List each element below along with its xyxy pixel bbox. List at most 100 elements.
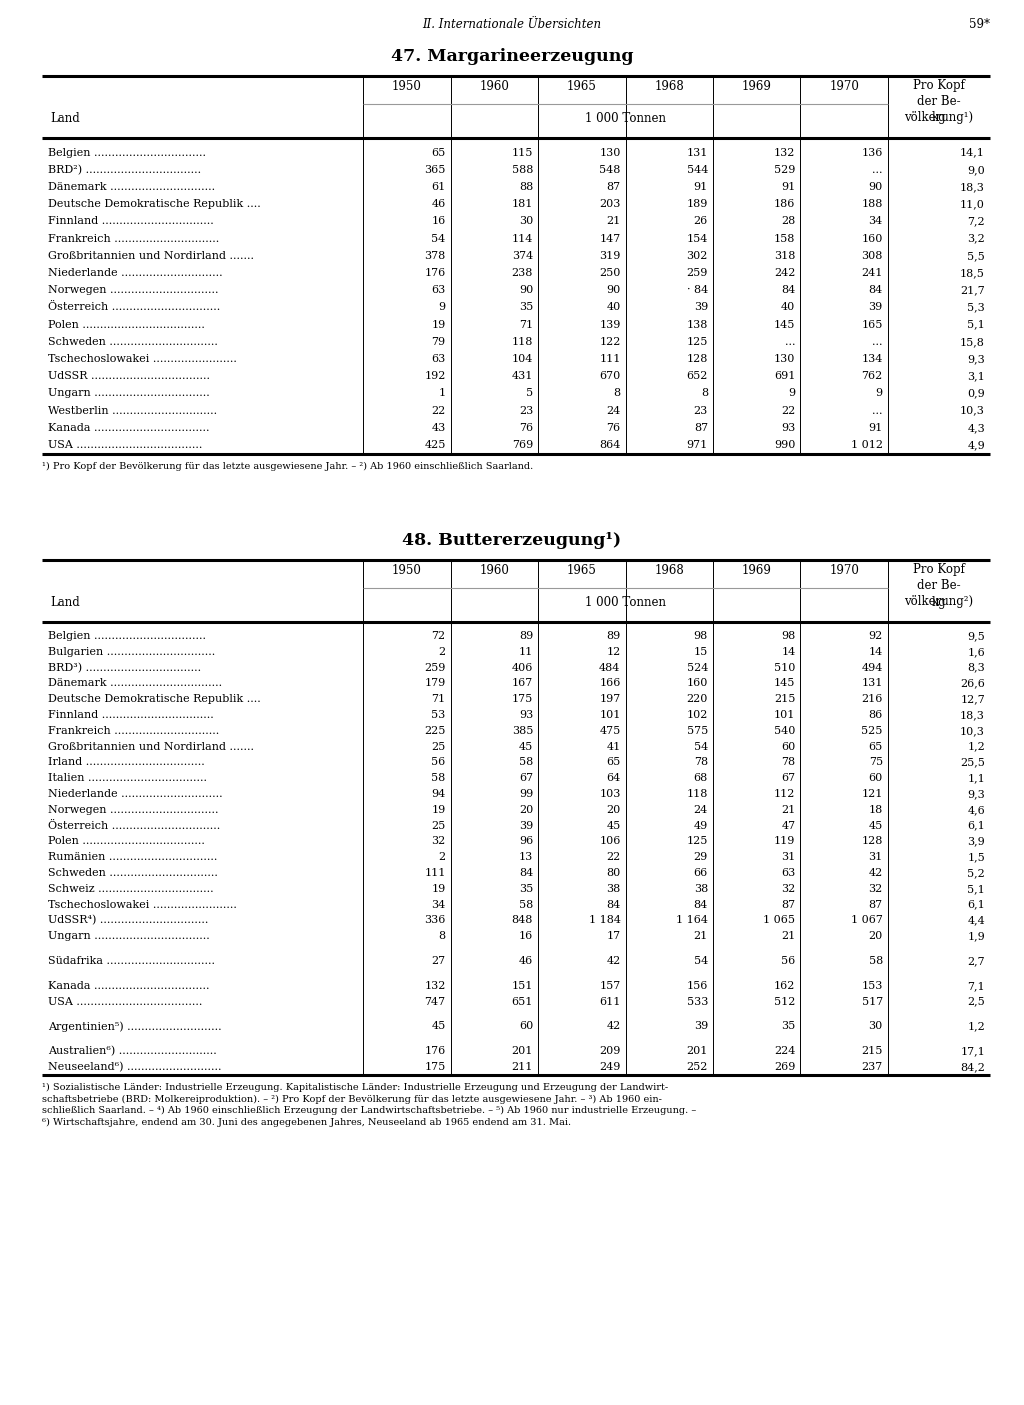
Text: kg: kg bbox=[932, 596, 946, 608]
Text: 42: 42 bbox=[868, 868, 883, 878]
Text: 517: 517 bbox=[861, 996, 883, 1006]
Text: 651: 651 bbox=[512, 996, 534, 1006]
Text: · 84: · 84 bbox=[687, 285, 708, 295]
Text: 19: 19 bbox=[431, 884, 445, 894]
Text: 23: 23 bbox=[519, 406, 534, 416]
Text: 39: 39 bbox=[868, 302, 883, 312]
Text: 130: 130 bbox=[774, 354, 796, 364]
Text: 475: 475 bbox=[599, 726, 621, 736]
Text: 76: 76 bbox=[519, 423, 534, 433]
Text: 4,4: 4,4 bbox=[968, 916, 985, 926]
Text: 167: 167 bbox=[512, 679, 534, 688]
Text: 91: 91 bbox=[781, 183, 796, 192]
Text: 30: 30 bbox=[519, 216, 534, 226]
Text: 10,3: 10,3 bbox=[961, 406, 985, 416]
Text: Ungarn .................................: Ungarn ................................. bbox=[48, 388, 210, 399]
Text: 8: 8 bbox=[613, 388, 621, 399]
Text: 145: 145 bbox=[774, 319, 796, 330]
Text: ...: ... bbox=[872, 406, 883, 416]
Text: 91: 91 bbox=[868, 423, 883, 433]
Text: Argentinien⁵) ...........................: Argentinien⁵) ..........................… bbox=[48, 1021, 221, 1031]
Text: 84: 84 bbox=[606, 899, 621, 909]
Text: 63: 63 bbox=[431, 285, 445, 295]
Text: 1,2: 1,2 bbox=[968, 742, 985, 752]
Text: 32: 32 bbox=[431, 836, 445, 846]
Text: 46: 46 bbox=[431, 200, 445, 209]
Text: 189: 189 bbox=[687, 200, 708, 209]
Text: 39: 39 bbox=[519, 821, 534, 830]
Text: 19: 19 bbox=[431, 319, 445, 330]
Text: 131: 131 bbox=[861, 679, 883, 688]
Text: 484: 484 bbox=[599, 663, 621, 673]
Text: Norwegen ...............................: Norwegen ............................... bbox=[48, 285, 218, 295]
Text: Pro Kopf
der Be-
völkerung²): Pro Kopf der Be- völkerung²) bbox=[904, 563, 974, 608]
Text: 10,3: 10,3 bbox=[961, 726, 985, 736]
Text: 15: 15 bbox=[693, 646, 708, 656]
Text: 11,0: 11,0 bbox=[961, 200, 985, 209]
Text: 5,3: 5,3 bbox=[968, 302, 985, 312]
Text: ...: ... bbox=[872, 337, 883, 347]
Text: 1960: 1960 bbox=[479, 80, 509, 93]
Text: 6,1: 6,1 bbox=[968, 899, 985, 909]
Text: 425: 425 bbox=[424, 440, 445, 450]
Text: 160: 160 bbox=[861, 233, 883, 243]
Text: 40: 40 bbox=[781, 302, 796, 312]
Text: 84: 84 bbox=[519, 868, 534, 878]
Text: Südafrika ...............................: Südafrika ..............................… bbox=[48, 955, 215, 967]
Text: 121: 121 bbox=[861, 790, 883, 799]
Text: 9: 9 bbox=[788, 388, 796, 399]
Text: Italien ..................................: Italien ................................… bbox=[48, 773, 207, 783]
Text: 84,2: 84,2 bbox=[961, 1062, 985, 1072]
Text: 54: 54 bbox=[693, 955, 708, 967]
Text: 378: 378 bbox=[424, 251, 445, 261]
Text: 1970: 1970 bbox=[829, 80, 859, 93]
Text: schaftsbetriebe (BRD: Molkereiproduktion). – ²) Pro Kopf der Bevölkerung für das: schaftsbetriebe (BRD: Molkereiproduktion… bbox=[42, 1094, 662, 1103]
Text: 165: 165 bbox=[861, 319, 883, 330]
Text: 971: 971 bbox=[687, 440, 708, 450]
Text: 87: 87 bbox=[694, 423, 708, 433]
Text: 179: 179 bbox=[424, 679, 445, 688]
Text: Dänemark ..............................: Dänemark .............................. bbox=[48, 183, 215, 192]
Text: 35: 35 bbox=[519, 884, 534, 894]
Text: 89: 89 bbox=[519, 631, 534, 641]
Text: Westberlin ..............................: Westberlin .............................… bbox=[48, 406, 217, 416]
Text: Frankreich ..............................: Frankreich .............................… bbox=[48, 233, 219, 243]
Text: 533: 533 bbox=[687, 996, 708, 1006]
Text: UdSSR⁴) ...............................: UdSSR⁴) ............................... bbox=[48, 915, 208, 926]
Text: 46: 46 bbox=[519, 955, 534, 967]
Text: 5,1: 5,1 bbox=[968, 884, 985, 894]
Text: 26,6: 26,6 bbox=[961, 679, 985, 688]
Text: 318: 318 bbox=[774, 251, 796, 261]
Text: 87: 87 bbox=[606, 183, 621, 192]
Text: 136: 136 bbox=[861, 148, 883, 157]
Text: 9,5: 9,5 bbox=[968, 631, 985, 641]
Text: 49: 49 bbox=[693, 821, 708, 830]
Text: 43: 43 bbox=[431, 423, 445, 433]
Text: 3,9: 3,9 bbox=[968, 836, 985, 846]
Text: Irland ..................................: Irland .................................… bbox=[48, 757, 205, 767]
Text: 186: 186 bbox=[774, 200, 796, 209]
Text: Schweiz .................................: Schweiz ................................… bbox=[48, 884, 214, 894]
Text: 90: 90 bbox=[606, 285, 621, 295]
Text: 1,5: 1,5 bbox=[968, 853, 985, 863]
Text: 45: 45 bbox=[606, 821, 621, 830]
Text: 111: 111 bbox=[424, 868, 445, 878]
Text: Finnland ................................: Finnland ...............................… bbox=[48, 216, 214, 226]
Text: 35: 35 bbox=[519, 302, 534, 312]
Text: 20: 20 bbox=[519, 805, 534, 815]
Text: 38: 38 bbox=[606, 884, 621, 894]
Text: 56: 56 bbox=[781, 955, 796, 967]
Text: 1: 1 bbox=[438, 388, 445, 399]
Text: Schweden ...............................: Schweden ............................... bbox=[48, 868, 218, 878]
Text: 65: 65 bbox=[431, 148, 445, 157]
Text: 60: 60 bbox=[781, 742, 796, 752]
Text: 1 067: 1 067 bbox=[851, 916, 883, 926]
Text: 201: 201 bbox=[512, 1047, 534, 1057]
Text: 529: 529 bbox=[774, 164, 796, 174]
Text: 63: 63 bbox=[781, 868, 796, 878]
Text: 91: 91 bbox=[693, 183, 708, 192]
Text: 24: 24 bbox=[693, 805, 708, 815]
Text: 131: 131 bbox=[687, 148, 708, 157]
Text: 42: 42 bbox=[606, 955, 621, 967]
Text: 67: 67 bbox=[519, 773, 534, 783]
